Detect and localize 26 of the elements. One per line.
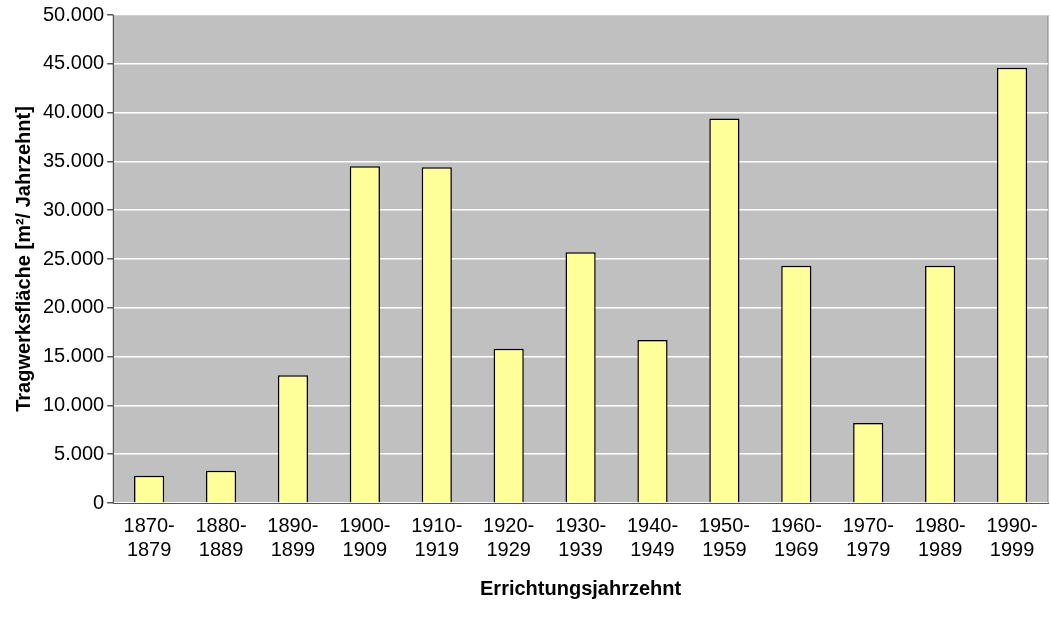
x-tick-label: 1930-1939 [555, 513, 607, 560]
x-tick-label: 1960-1969 [770, 513, 822, 560]
x-tick-label: 1890-1899 [267, 513, 319, 560]
y-tick-label: 45.000 [43, 51, 105, 74]
x-tick-label: 1970-1979 [842, 513, 894, 560]
x-axis-title: Errichtungsjahrzehnt [480, 576, 682, 599]
x-tick-label: 1880-1889 [195, 513, 247, 560]
y-tick-label: 20.000 [43, 295, 105, 318]
y-tick-label: 35.000 [43, 148, 105, 171]
y-axis-title: Tragwerksfläche [m²/ Jahrzehnt] [11, 106, 34, 412]
x-tick-label: 1870-1879 [123, 513, 175, 560]
y-tick-label: 15.000 [43, 344, 105, 367]
y-tick-label: 0 [93, 490, 105, 513]
y-tick-label: 50.000 [43, 2, 105, 25]
x-tick-label: 1990-1999 [986, 513, 1038, 560]
x-tick-label: 1950-1959 [698, 513, 750, 560]
x-tick-label: 1920-1929 [483, 513, 535, 560]
x-tick-label: 1980-1989 [914, 513, 966, 560]
x-tick-label: 1940-1949 [626, 513, 679, 560]
y-tick-label: 25.000 [43, 246, 105, 269]
y-tick-label: 10.000 [43, 392, 105, 415]
x-tick-label: 1910-1919 [411, 513, 463, 560]
x-tick-label: 1900-1909 [339, 513, 391, 560]
y-tick-label: 5.000 [54, 441, 105, 464]
y-tick-label: 40.000 [43, 100, 105, 123]
y-tick-label: 30.000 [43, 197, 105, 220]
